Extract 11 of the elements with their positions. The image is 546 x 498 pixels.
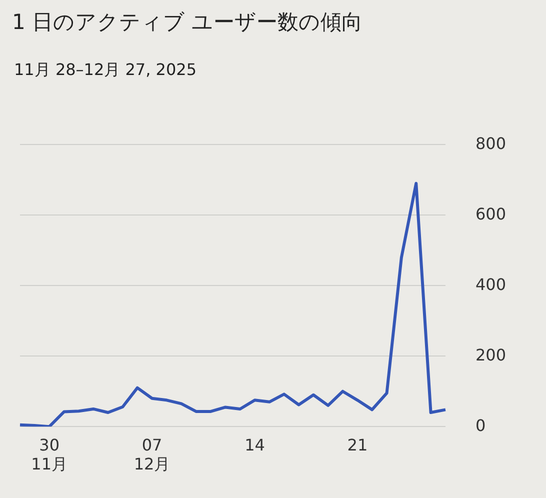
x-tick-label: 30 11月	[31, 435, 68, 474]
y-tick-label: 200	[475, 345, 506, 364]
y-tick-label: 800	[475, 134, 506, 153]
x-tick-label: 07 12月	[134, 435, 170, 474]
y-tick-label: 400	[475, 274, 506, 294]
chart-title: 1 日のアクティブ ユーザー数の傾向	[12, 9, 363, 36]
x-tick-label: 21	[347, 435, 368, 454]
x-tick-label: 14	[244, 435, 265, 454]
y-tick-label: 600	[475, 204, 506, 224]
chart-subtitle: 11月 28–12月 27, 2025	[14, 60, 196, 81]
y-tick-label: 0	[475, 416, 486, 435]
